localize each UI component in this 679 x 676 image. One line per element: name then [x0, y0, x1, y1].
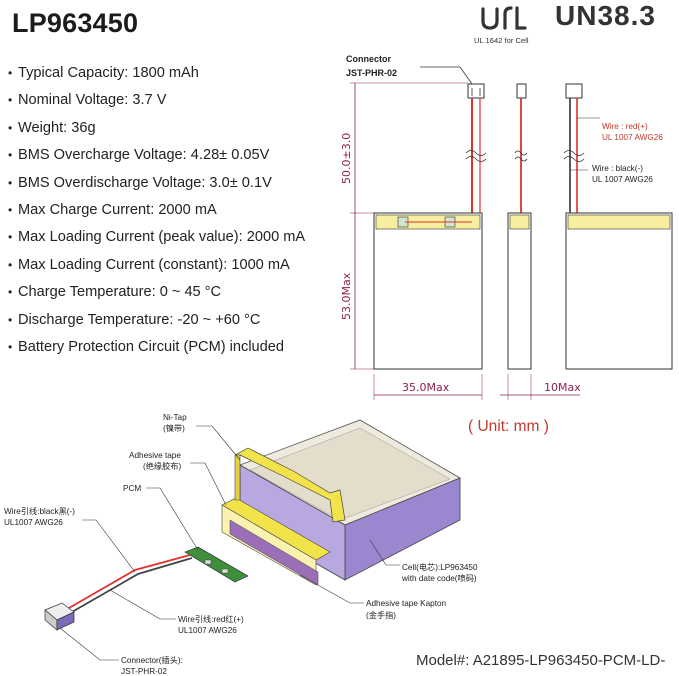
- spec-item: • Max Loading Current (peak value): 2000…: [8, 226, 305, 253]
- bullet-icon: •: [8, 148, 13, 163]
- bullet-icon: •: [8, 285, 13, 300]
- wire-red-exploded-spec: UL1007 AWG26: [178, 626, 237, 635]
- connector-label: Connector: [346, 54, 391, 64]
- connector-front: [467, 83, 485, 99]
- spec-item: • Typical Capacity: 1800 mAh: [8, 62, 305, 89]
- spec-item: • Weight: 36g: [8, 117, 305, 144]
- product-title: LP963450: [12, 8, 139, 38]
- leader-line: [299, 574, 364, 604]
- ul-recognized-logo: [481, 6, 527, 30]
- un383-label: UN38.3: [555, 0, 656, 31]
- spec-text: Battery Protection Circuit (PCM) include…: [18, 338, 285, 355]
- wire-black-spec: UL 1007 AWG26: [592, 175, 653, 184]
- dimension-lead-label: 50.0±3.0: [340, 133, 353, 184]
- connector-side: [516, 83, 527, 99]
- wire-red-spec: UL 1007 AWG26: [602, 133, 663, 142]
- leader-line: [146, 487, 199, 551]
- kapton-label: Adhesive tape Kapton: [366, 599, 447, 608]
- wire-black-label: Wire : black(-): [592, 164, 643, 173]
- spec-text: BMS Overdischarge Voltage: 3.0± 0.1V: [18, 174, 272, 191]
- spec-item: • BMS Overdischarge Voltage: 3.0± 0.1V: [8, 172, 305, 199]
- wire-black-exploded-spec: UL1007 AWG26: [4, 518, 63, 527]
- connector-exploded-side: [56, 611, 75, 631]
- battery-front-view: [373, 212, 483, 370]
- ni-tap-label-cn: (镍带): [163, 423, 185, 433]
- bullet-icon: •: [8, 202, 13, 217]
- pcm-chip: [221, 568, 229, 574]
- wire-black-exploded: [64, 557, 193, 617]
- unit-label: ( Unit: mm ): [468, 418, 549, 435]
- bullet-icon: •: [8, 175, 13, 190]
- break-mark: [465, 156, 487, 162]
- wire-red-exploded-label: Wire引线:red红(+): [178, 614, 244, 624]
- spec-item: • Discharge Temperature: -20 ~ +60 °C: [8, 309, 305, 336]
- spec-text: Discharge Temperature: -20 ~ +60 °C: [18, 311, 261, 328]
- connector-back: [565, 83, 583, 99]
- break-mark: [465, 150, 487, 156]
- bullet-icon: •: [8, 66, 13, 80]
- spec-text: Max Loading Current (constant): 1000 mA: [18, 256, 290, 273]
- break-mark: [563, 156, 585, 162]
- ni-tap-label: Ni-Tap: [163, 413, 187, 422]
- wire-red-exploded: [61, 554, 191, 613]
- battery-back-view: [565, 212, 673, 370]
- pcm-label: PCM: [123, 484, 141, 493]
- ul-caption: UL 1642 for Cell: [474, 36, 529, 45]
- adhesive-tape-label-cn: (绝缘胶布): [143, 461, 181, 471]
- leader-line: [109, 589, 176, 620]
- pcm-tape-back: [567, 214, 671, 230]
- connector-exploded-model: JST-PHR-02: [121, 667, 167, 676]
- leader-line: [59, 627, 119, 661]
- break-mark: [514, 156, 528, 162]
- spec-text: Weight: 36g: [18, 119, 96, 136]
- break-mark: [563, 150, 585, 156]
- ni-tap-bend: [234, 454, 241, 501]
- cell-label: Cell(电芯):LP963450: [402, 562, 478, 572]
- wire-black-exploded-label: Wire引线:black黑(-): [4, 506, 75, 516]
- dimension-height-label: 53.0Max: [340, 272, 353, 320]
- spec-item: • Max Charge Current: 2000 mA: [8, 199, 305, 226]
- leader-line: [82, 519, 136, 573]
- spec-item: • BMS Overcharge Voltage: 4.28± 0.05V: [8, 144, 305, 171]
- bullet-icon: •: [8, 312, 13, 327]
- spec-text: Typical Capacity: 1800 mAh: [18, 65, 199, 81]
- adhesive-tape-label: Adhesive tape: [129, 451, 181, 460]
- battery-side-view: [507, 212, 532, 370]
- bullet-icon: •: [8, 257, 13, 272]
- ni-tap-strip: [234, 447, 346, 523]
- bullet-icon: •: [8, 120, 13, 135]
- leader-line: [196, 425, 241, 461]
- kapton-label-cn: (金手指): [366, 610, 396, 620]
- spec-text: Max Loading Current (peak value): 2000 m…: [18, 229, 306, 246]
- dimension-width-label: 35.0Max: [402, 381, 450, 394]
- dimension-thickness-label: 10Max: [544, 381, 581, 394]
- pcm-board: [184, 546, 249, 583]
- bullet-icon: •: [8, 93, 13, 108]
- spec-item: • Max Loading Current (constant): 1000 m…: [8, 254, 305, 281]
- pcm-tape-side: [509, 214, 530, 230]
- spec-item: • Battery Protection Circuit (PCM) inclu…: [8, 336, 305, 363]
- model-number: Model#: A21895-LP963450-PCM-LD-: [416, 652, 666, 669]
- wire-red-label: Wire : red(+): [602, 122, 648, 131]
- spec-list: • Typical Capacity: 1800 mAh • Nominal V…: [8, 62, 305, 363]
- bullet-icon: •: [8, 339, 13, 354]
- connector-leader-line: [420, 66, 473, 85]
- break-mark: [514, 150, 528, 156]
- spec-item: • Nominal Voltage: 3.7 V: [8, 89, 305, 116]
- spec-text: Nominal Voltage: 3.7 V: [18, 92, 167, 109]
- connector-model-label: JST-PHR-02: [346, 68, 397, 78]
- spec-item: • Charge Temperature: 0 ~ 45 °C: [8, 281, 305, 308]
- leader-line: [369, 539, 400, 566]
- connector-exploded-label: Connector(插头):: [121, 655, 183, 665]
- cell-top-inset: [249, 427, 451, 521]
- spec-text: Max Charge Current: 2000 mA: [18, 201, 217, 218]
- pcm-chip: [204, 559, 212, 565]
- cell-date-label: with date code(喷码): [401, 573, 477, 583]
- bullet-icon: •: [8, 230, 13, 245]
- spec-text: BMS Overcharge Voltage: 4.28± 0.05V: [18, 147, 270, 164]
- leader-line: [190, 462, 227, 506]
- spec-text: Charge Temperature: 0 ~ 45 °C: [18, 284, 222, 301]
